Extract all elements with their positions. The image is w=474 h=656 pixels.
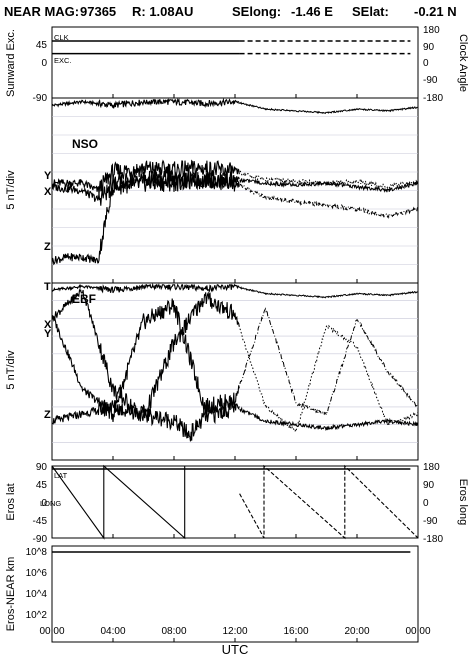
panel-ebf-series — [51, 282, 419, 442]
eros-long-tick-180: 180 — [423, 462, 440, 473]
nso-label-y: Y — [44, 170, 52, 182]
series-z-post — [239, 406, 419, 432]
x-tick-label: 00:00 — [39, 626, 64, 637]
dist-tick-1e4: 10^4 — [26, 589, 48, 600]
eros-long-solid — [51, 464, 186, 540]
eros-long-tick-0: 0 — [423, 498, 429, 509]
clock-ylabel: Clock Angle — [457, 34, 469, 92]
x-tick-label: 04:00 — [100, 626, 125, 637]
header-selong-label: SElong: — [232, 4, 281, 19]
series-x-solid — [51, 170, 240, 206]
header-date: 97365 — [80, 4, 116, 19]
panel-sunward: CLK EXC. 45 0 -90 180 90 0 -90 -180 Sunw… — [5, 25, 469, 104]
ebf-label-z: Z — [44, 409, 51, 421]
x-tick-label: 20:00 — [344, 626, 369, 637]
series-z-post — [239, 178, 419, 193]
panel-nso-series — [51, 97, 419, 266]
exc-annotation: EXC. — [54, 56, 72, 65]
series-x-solid — [51, 298, 240, 423]
series-y-solid — [51, 288, 240, 421]
ebf-label-t: T — [44, 281, 51, 293]
dist-tick-1e6: 10^6 — [26, 568, 48, 579]
x-axis-ticks: 00:00 04:00 08:00 12:00 16:00 20:00 00:00 — [39, 94, 431, 642]
clock-tick-180: 180 — [423, 25, 440, 36]
series-t-post — [239, 286, 419, 299]
panel-ebf: EBF T X Y Z 5 nT/div — [5, 281, 419, 461]
dist-ylabel: Eros-NEAR km — [5, 557, 17, 632]
sunward-tick-45: 45 — [36, 40, 48, 51]
lat-annotation: LAT — [54, 471, 68, 480]
series-z-solid — [51, 169, 240, 266]
panel-sunward-series — [52, 40, 411, 55]
eros-long-dashed — [239, 464, 419, 540]
clock-tick-neg90: -90 — [423, 75, 438, 86]
header-selat-value: -0.21 N — [414, 4, 457, 19]
clock-tick-neg180: -180 — [423, 93, 443, 104]
eros-lat-tick-45: 45 — [36, 480, 48, 491]
x-tick-label: 16:00 — [283, 626, 308, 637]
ebf-label-y: Y — [44, 328, 52, 340]
header-selat-label: SElat: — [352, 4, 389, 19]
sunward-ylabel: Sunward Exc. — [5, 29, 17, 97]
eros-lat-tick-90: 90 — [36, 462, 48, 473]
panel-eros-distance: 10^8 10^6 10^4 10^2 Eros-NEAR km — [5, 545, 419, 643]
series-z-solid — [51, 399, 240, 442]
eros-lat-ylabel: Eros lat — [5, 483, 17, 520]
header-selong-value: -1.46 E — [291, 4, 333, 19]
series-y-post — [239, 324, 419, 433]
eros-long-ylabel: Eros long — [457, 479, 469, 525]
ebf-panel-label: EBF — [72, 292, 96, 306]
long-annotation: LONG — [40, 499, 61, 508]
sunward-tick-neg90: -90 — [33, 93, 48, 104]
sunward-tick-0: 0 — [41, 58, 47, 69]
panel-eros-angles-frame — [51, 465, 419, 539]
panel-eros-angles: LAT LONG 90 45 0 -45 -90 180 90 0 -90 -1… — [5, 462, 469, 545]
eros-lat-tick-0: 0 — [41, 498, 47, 509]
header: NEAR MAG: 97365 R: 1.08AU SElong: -1.46 … — [4, 4, 457, 19]
nso-ylabel: 5 nT/div — [5, 170, 17, 210]
panel-eros-angles-series — [51, 464, 419, 540]
panel-nso: NSO Y X Z 5 nT/div — [5, 97, 419, 284]
clock-tick-90: 90 — [423, 42, 435, 53]
eros-long-tick-90: 90 — [423, 480, 435, 491]
dist-tick-1e2: 10^2 — [26, 610, 48, 621]
eros-lat-tick-neg45: -45 — [33, 516, 48, 527]
dist-tick-1e8: 10^8 — [26, 547, 48, 558]
x-tick-label: 00:00 — [405, 626, 430, 637]
ebf-ylabel: 5 nT/div — [5, 350, 17, 390]
header-mission: NEAR MAG: — [4, 4, 79, 19]
x-tick-label: 12:00 — [222, 626, 247, 637]
series-t-post — [239, 101, 419, 115]
series-t-solid — [51, 97, 240, 109]
eros-long-tick-neg90: -90 — [423, 516, 438, 527]
nso-panel-label: NSO — [72, 137, 98, 151]
series-x-post — [239, 307, 419, 417]
series-t-solid — [51, 282, 240, 294]
x-axis-title: UTC — [222, 642, 249, 656]
eros-lat-tick-neg90: -90 — [33, 534, 48, 545]
ebf-label-x: X — [44, 319, 52, 331]
x-tick-label: 08:00 — [161, 626, 186, 637]
eros-long-tick-neg180: -180 — [423, 534, 443, 545]
nso-label-x: X — [44, 186, 52, 198]
nso-label-z: Z — [44, 241, 51, 253]
series-x-post — [239, 183, 419, 220]
series-y-post — [239, 170, 419, 189]
header-range: R: 1.08AU — [132, 4, 193, 19]
panel-ebf-grid — [52, 300, 418, 443]
panel-sunward-frame — [51, 26, 419, 99]
clk-annotation: CLK — [54, 33, 69, 42]
clock-tick-0: 0 — [423, 58, 429, 69]
